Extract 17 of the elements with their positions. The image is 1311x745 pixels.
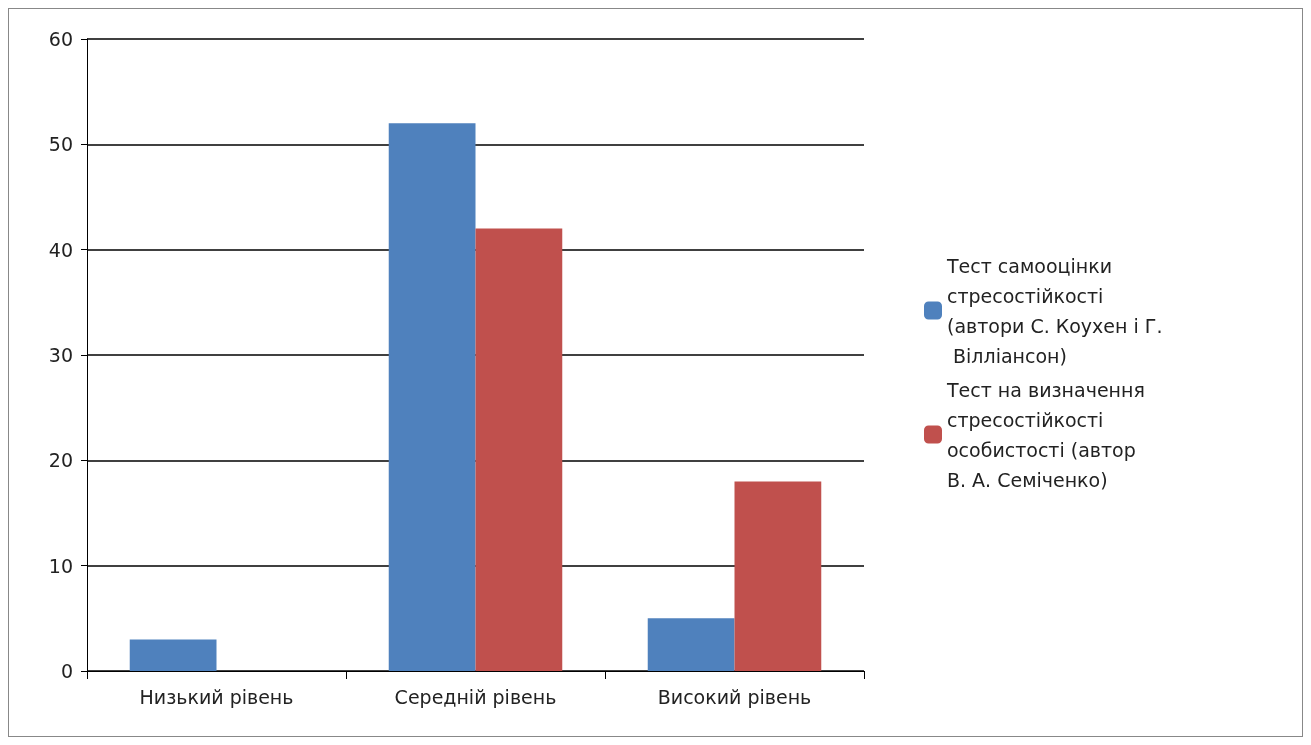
bar [647, 618, 735, 671]
y-tick-label: 10 [48, 554, 73, 577]
y-tick-label: 40 [48, 238, 73, 261]
bar [388, 123, 476, 671]
bar [475, 228, 563, 671]
y-tick-label: 50 [48, 133, 73, 156]
legend-label: Тест на визначення стресостійкості особистості (автор В. А. Семіченко) [946, 378, 1151, 491]
bar [129, 639, 217, 671]
y-tick-label: 0 [60, 660, 73, 682]
bar [734, 481, 822, 671]
x-tick-label: Середній рівень [394, 685, 557, 708]
y-tick-label: 20 [48, 449, 73, 472]
legend-label: Тест самооцінки стресостійкості (автори С. Коухен і Г. Вілліансон) [946, 254, 1163, 367]
y-tick-label: 60 [48, 28, 73, 50]
x-tick-label: Низький рівень [139, 685, 294, 708]
x-tick-label: Високий рівень [657, 685, 812, 708]
y-tick-label: 30 [48, 344, 73, 366]
